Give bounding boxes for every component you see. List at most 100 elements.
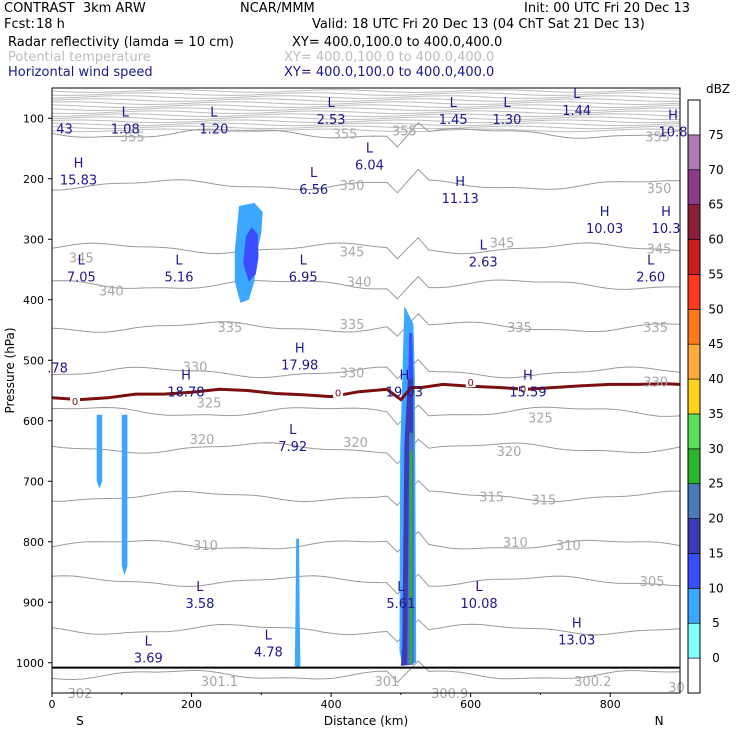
wind-speed-label: 15.83 (60, 174, 97, 189)
x-tick-label: 400 (321, 698, 342, 711)
wind-extremum-marker: H (661, 205, 671, 220)
field-reflectivity-xy: XY= 400.0,100.0 to 400.0,400.0 (292, 35, 503, 50)
theta-label: 300.9 (431, 687, 468, 702)
wind-speed-label: 6.95 (289, 271, 318, 286)
theta-label: 320 (343, 436, 368, 451)
reflectivity-cell (294, 538, 301, 669)
chart-org: NCAR/MMM (240, 1, 315, 16)
wind-speed-label: 6.04 (355, 159, 384, 174)
x-tick-label: 800 (600, 698, 621, 711)
field-wind-name: Horizontal wind speed (8, 65, 153, 80)
theta-label: 355 (392, 124, 417, 139)
theta-contour-line (52, 116, 680, 121)
wind-speed-label: 15.59 (509, 385, 546, 400)
isotherm-0c-label: 0 (72, 397, 78, 408)
theta-contour-line (52, 237, 680, 260)
theta-label: 335 (643, 321, 668, 336)
colorbar-segment (687, 378, 701, 415)
wind-speed-label: .78 (47, 361, 68, 376)
theta-label: 355 (120, 130, 145, 145)
theta-contour-line (52, 110, 680, 115)
wind-speed-label: 5.61 (386, 597, 415, 612)
colorbar-segment (687, 657, 701, 694)
theta-contours (52, 89, 680, 684)
wind-speed-label: 1.44 (562, 104, 591, 119)
x-axis-title: Distance (km) (324, 714, 408, 728)
colorbar-tick-label: 55 (708, 267, 723, 281)
y-tick-label: 700 (23, 475, 44, 488)
theta-contour-line (52, 95, 680, 99)
theta-contour-line (52, 122, 680, 127)
wind-extremum-marker: H (455, 175, 465, 190)
theta-contour-line (52, 573, 680, 595)
theta-contour-line (52, 404, 680, 426)
wind-speed-label: 3.69 (134, 652, 163, 667)
wind-extremum-marker: L (475, 580, 483, 595)
wind-speed-label: 10.3 (652, 222, 681, 237)
colorbar-tick-label: 25 (708, 477, 723, 491)
colorbar-segment (687, 274, 701, 310)
wind-speed-label: 1.45 (439, 113, 468, 128)
theta-label: 350 (340, 179, 365, 194)
colorbar-segment (687, 518, 701, 554)
theta-contour-line (52, 358, 680, 380)
wind-extremum-marker: L (78, 254, 86, 269)
theta-contour-line (52, 275, 680, 300)
wind-speed-label: 3.58 (185, 597, 214, 612)
theta-contour-line (52, 113, 680, 118)
wind-speed-label: 43 (56, 122, 73, 137)
colorbar-tick-label: 65 (708, 198, 723, 212)
theta-label: 345 (340, 245, 365, 260)
wind-speed-label: 19.03 (386, 385, 423, 400)
colorbar-segment (687, 308, 701, 345)
theta-label: 301.1 (201, 675, 238, 690)
theta-contour-line (52, 104, 680, 109)
theta-label: 310 (503, 536, 528, 551)
wind-extremum-marker: L (503, 96, 511, 111)
theta-label: 325 (197, 397, 222, 412)
theta-contour-line (52, 530, 680, 553)
theta-label: 330 (643, 375, 668, 390)
colorbar-segment (687, 239, 701, 275)
colorbar-segment (687, 204, 701, 240)
colorbar-tick-label: 60 (708, 233, 723, 247)
y-tick-label: 800 (23, 536, 44, 549)
colorbar-tick-label: 35 (708, 407, 723, 421)
wind-extremum-marker: L (145, 635, 153, 650)
wind-speed-label: 10.08 (460, 597, 497, 612)
theta-contour-line (52, 119, 680, 124)
colorbar-segment (687, 169, 701, 205)
theta-label: 330 (183, 360, 208, 375)
wind-extremum-marker: H (295, 341, 305, 356)
colorbar-tick-label: 75 (708, 128, 723, 142)
colorbar-tick-label: 20 (708, 512, 723, 526)
wind-speed-label: 2.53 (317, 113, 346, 128)
chart-title: CONTRAST 3km ARW (4, 1, 146, 16)
south-label: S (76, 714, 84, 728)
reflectivity-cell (410, 451, 413, 663)
colorbar-tick-label: 30 (708, 442, 723, 456)
theta-contour-line (52, 92, 680, 96)
wind-extremum-marker: H (523, 368, 533, 383)
field-theta-xy: XY= 400.0,100.0 to 400.0,400.0 (284, 50, 495, 65)
colorbar-segment (687, 343, 701, 380)
theta-label: 340 (347, 276, 372, 291)
colorbar-tick-label: 40 (708, 372, 723, 386)
colorbar-border (687, 99, 701, 694)
plot-frame (51, 87, 681, 694)
colorbar: 0 5 10 15 20 25 30 35 40 45 50 55 60 65 70 75 dBZ (687, 82, 730, 694)
theta-label: 355 (333, 127, 358, 142)
theta-contour-line (52, 101, 680, 106)
wind-extremum-marker: L (450, 96, 458, 111)
theta-contour-line (52, 128, 680, 133)
wind-extremum-marker: L (366, 142, 374, 157)
theta-label: 330 (340, 366, 365, 381)
valid-time: Valid: 18 UTC Fri 20 Dec 13 (04 ChT Sat … (312, 17, 645, 32)
wind-speed-label: 10.8 (659, 125, 688, 140)
theta-contour-line (52, 618, 680, 643)
theta-contour-line (52, 98, 680, 102)
wind-speed-label: 2.60 (636, 271, 665, 286)
theta-label: 350 (647, 182, 672, 197)
isotherm-0c-label: 0 (335, 388, 341, 399)
